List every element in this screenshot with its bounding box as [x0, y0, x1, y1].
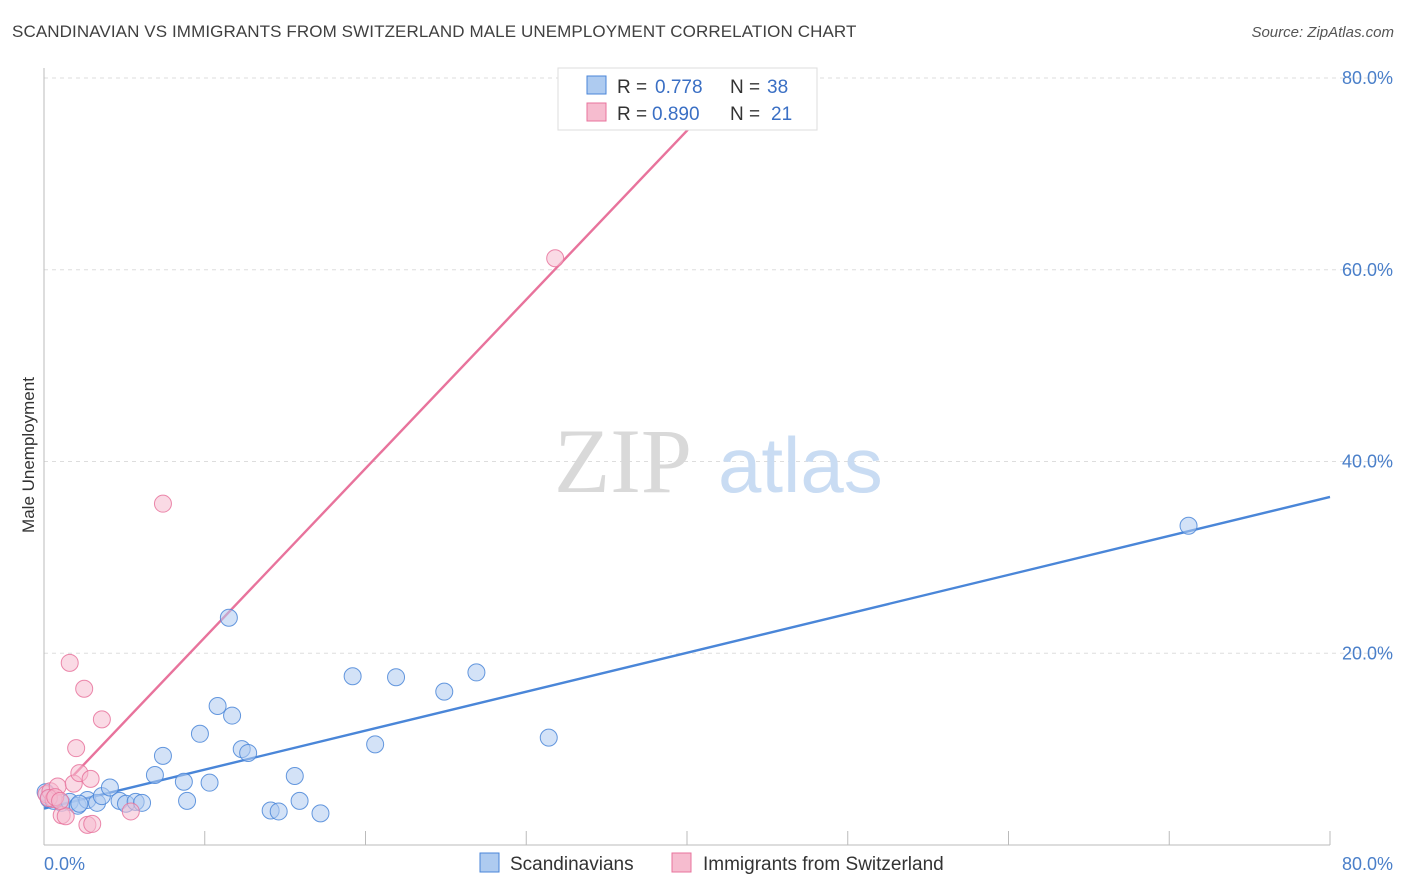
- tick-labels: 20.0% 40.0% 60.0% 80.0% 0.0% 80.0%: [44, 68, 1393, 874]
- trendline-scandinavians: [43, 495, 1331, 810]
- point-scandinavians-35: [539, 728, 558, 747]
- bottom-swatch-scandinavians: [479, 852, 500, 873]
- point-scandinavians-31: [366, 735, 385, 754]
- point-scandinavians-36: [1179, 516, 1198, 535]
- point-switzerland-8: [67, 739, 86, 758]
- x-tick-label-0: 0.0%: [44, 854, 85, 874]
- trendlines: [43, 107, 1331, 810]
- legend-series-switzerland: Immigrants from Switzerland: [703, 854, 944, 875]
- point-switzerland-12: [81, 769, 100, 788]
- y-tick-label-20: 20.0%: [1342, 643, 1393, 663]
- legend-swatch-scandinavians: [586, 75, 607, 95]
- point-switzerland-16: [153, 494, 172, 513]
- point-switzerland-17: [546, 249, 565, 268]
- point-scandinavians-20: [208, 696, 227, 715]
- point-scandinavians-19: [200, 773, 219, 792]
- point-scandinavians-29: [311, 804, 330, 823]
- point-scandinavians-14: [145, 766, 164, 785]
- bottom-swatch-switzerland: [671, 852, 692, 873]
- legend-series-scandinavians: Scandinavians: [510, 854, 634, 875]
- watermark-zip: ZIP: [554, 410, 692, 512]
- gridlines: [44, 77, 1390, 654]
- legend-r-value-2: 0.890: [652, 104, 700, 125]
- chart-title: SCANDINAVIAN VS IMMIGRANTS FROM SWITZERL…: [12, 22, 857, 41]
- point-scandinavians-24: [239, 743, 258, 762]
- point-switzerland-14: [92, 710, 111, 729]
- point-scandinavians-26: [269, 802, 288, 821]
- point-scandinavians-37: [70, 794, 89, 813]
- point-switzerland-5: [56, 807, 75, 826]
- series-legend: Scandinavians Immigrants from Switzerlan…: [479, 852, 944, 875]
- point-switzerland-15: [121, 802, 140, 821]
- point-scandinavians-21: [219, 608, 238, 627]
- point-scandinavians-18: [190, 724, 209, 743]
- y-axis-label: Male Unemployment: [19, 377, 38, 533]
- source-credit: Source: ZipAtlas.com: [1251, 24, 1394, 41]
- legend-r-value-1: 0.778: [655, 77, 703, 98]
- point-scandinavians-22: [223, 706, 242, 725]
- point-scandinavians-30: [343, 667, 362, 686]
- legend-n-value-2: 21: [771, 104, 792, 125]
- axes: [43, 68, 1331, 846]
- point-switzerland-20: [51, 791, 70, 810]
- point-scandinavians-34: [467, 663, 486, 682]
- point-scandinavians-33: [435, 682, 454, 701]
- legend-swatch-switzerland: [586, 102, 607, 122]
- legend-r-label-1: R =: [617, 77, 647, 98]
- point-switzerland-13: [83, 814, 102, 833]
- legend-n-label-1: N =: [730, 77, 760, 98]
- point-scandinavians-27: [285, 766, 304, 785]
- legend-n-value-1: 38: [767, 77, 788, 98]
- point-scandinavians-32: [387, 668, 406, 687]
- y-tick-label-80: 80.0%: [1342, 68, 1393, 88]
- point-switzerland-10: [75, 679, 94, 698]
- point-scandinavians-16: [174, 772, 193, 791]
- point-scandinavians-17: [178, 791, 197, 810]
- x-tick-label-80: 80.0%: [1342, 854, 1393, 874]
- watermark: ZIP atlas: [554, 410, 883, 512]
- y-tick-label-40: 40.0%: [1342, 452, 1393, 472]
- legend-r-label-2: R =: [617, 104, 647, 125]
- stats-legend: R = 0.778 N = 38 R = 0.890 N = 21: [557, 67, 818, 131]
- point-scandinavians-15: [153, 746, 172, 765]
- y-tick-label-60: 60.0%: [1342, 260, 1393, 280]
- trendline-switzerland: [72, 107, 709, 777]
- point-scandinavians-9: [100, 778, 119, 797]
- data-points: [36, 249, 1198, 834]
- legend-n-label-2: N =: [730, 104, 760, 125]
- watermark-atlas: atlas: [718, 421, 883, 509]
- point-scandinavians-28: [290, 791, 309, 810]
- point-switzerland-6: [60, 653, 79, 672]
